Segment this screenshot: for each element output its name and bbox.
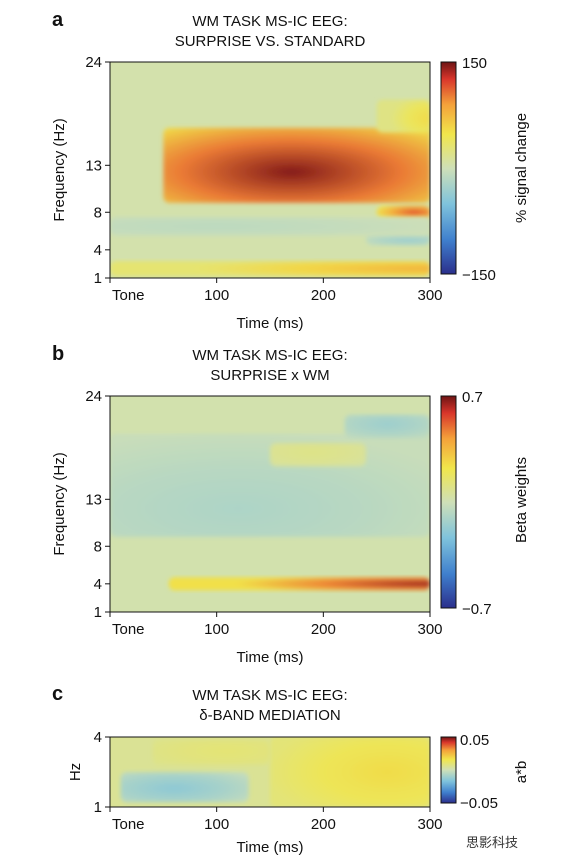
panel-letter-c: c	[52, 683, 63, 705]
panel-letter-a: a	[52, 9, 64, 31]
panel-c-title-line-1: WM TASK MS-IC EEG:	[192, 687, 347, 704]
panel-a-title-line-2: SURPRISE VS. STANDARD	[175, 33, 366, 50]
panel-c-x-ticks: Tone 100 200 300	[109, 807, 443, 833]
panel-b-title-line-2: SURPRISE x WM	[210, 367, 329, 384]
panel-b-colorbar-label: Beta weights	[513, 457, 530, 543]
panel-c: c WM TASK MS-IC EEG: δ-BAND MEDIATION 14…	[52, 683, 530, 856]
panel-a-heatmap-region-1	[163, 127, 430, 203]
panel-a-plot-frame	[109, 61, 431, 279]
panel-b-x-tick-label: 200	[311, 621, 336, 638]
panel-c-plot-frame	[109, 736, 431, 808]
panel-a-heatmap-region-6	[110, 216, 430, 236]
panel-c-heatmap-region-2	[270, 737, 430, 807]
panel-letter-b: b	[52, 343, 64, 365]
panel-a-colorbar-min: −150	[462, 267, 496, 284]
panel-b-y-tick-label: 24	[85, 388, 102, 405]
panel-a-colorbar-max: 150	[462, 55, 487, 72]
panel-a-x-tick-label: 200	[311, 287, 336, 304]
panel-a-x-axis-label: Time (ms)	[237, 315, 304, 332]
panel-a-y-tick-label: 13	[85, 157, 102, 174]
panel-a-heatmap-region-4	[376, 205, 430, 219]
panel-c-x-axis-label: Time (ms)	[237, 839, 304, 856]
panel-c-title-line-2: δ-BAND MEDIATION	[199, 707, 340, 724]
panel-a-heatmap	[110, 62, 430, 278]
panel-b-colorbar-min: −0.7	[462, 601, 492, 618]
panel-a-x-ticks: Tone 100 200 300	[109, 278, 443, 304]
panel-b-x-ticks: Tone 100 200 300	[109, 612, 443, 638]
panel-c-y-tick-label: 4	[94, 729, 102, 746]
panel-c-y-ticks: 14	[94, 729, 110, 816]
panel-b-heatmap-region-3	[344, 414, 430, 439]
panel-b-heatmap-region-1	[168, 577, 430, 591]
panel-a-x-tick-label: Tone	[112, 287, 145, 304]
panel-c-colorbar	[440, 736, 457, 804]
panel-c-x-tick-label: 200	[311, 816, 336, 833]
panel-c-x-tick-label: Tone	[112, 816, 145, 833]
panel-b-heatmap-region-4	[270, 442, 366, 467]
panel-b-title-line-1: WM TASK MS-IC EEG:	[192, 347, 347, 364]
panel-a: a WM TASK MS-IC EEG: SURPRISE VS. STANDA…	[51, 9, 530, 332]
panel-b: b WM TASK MS-IC EEG: SURPRISE x WM 1 4 8 13…	[51, 343, 530, 666]
panel-a-y-tick-label: 4	[94, 242, 102, 259]
panel-a-y-axis-label: Frequency (Hz)	[51, 118, 68, 221]
panel-a-colorbar-label: % signal change	[513, 113, 530, 223]
panel-a-y-ticks: 1 4 8 13 24	[85, 54, 110, 287]
panel-b-x-tick-label: 300	[417, 621, 442, 638]
panel-b-y-tick-label: 4	[94, 576, 102, 593]
panel-a-y-tick-label: 24	[85, 54, 102, 71]
panel-a-heatmap-region-2	[376, 99, 430, 133]
panel-b-y-tick-label: 13	[85, 491, 102, 508]
panel-c-heatmap	[110, 737, 430, 807]
panel-c-heatmap-region-3	[120, 772, 249, 803]
watermark-text: 思影科技	[466, 835, 519, 850]
panel-c-colorbar-min: −0.05	[460, 795, 498, 812]
panel-b-y-ticks: 1 4 8 13 24	[85, 388, 110, 621]
panel-c-x-tick-label: 100	[204, 816, 229, 833]
panel-c-heatmap-region-4	[152, 739, 270, 765]
panel-a-y-tick-label: 8	[94, 204, 102, 221]
panel-c-y-tick-label: 1	[94, 799, 102, 816]
panel-b-x-tick-label: 100	[204, 621, 229, 638]
panel-c-colorbar-label: a*b	[513, 761, 530, 784]
panel-b-y-tick-label: 8	[94, 538, 102, 555]
panel-a-x-tick-label: 100	[204, 287, 229, 304]
panel-b-heatmap	[110, 396, 430, 612]
panel-b-y-axis-label: Frequency (Hz)	[51, 452, 68, 555]
panel-c-x-tick-label: 300	[417, 816, 442, 833]
panel-a-x-tick-label: 300	[417, 287, 442, 304]
panel-b-plot-frame	[109, 395, 431, 613]
panel-c-colorbar-max: 0.05	[460, 732, 489, 749]
panel-b-colorbar-max: 0.7	[462, 389, 483, 406]
panel-b-x-tick-label: Tone	[112, 621, 145, 638]
panel-a-heatmap-region-5	[366, 232, 430, 246]
panel-b-colorbar	[440, 395, 457, 609]
panel-b-x-axis-label: Time (ms)	[237, 649, 304, 666]
panel-a-y-tick-label: 1	[94, 270, 102, 287]
panel-a-heatmap-region-3	[110, 261, 430, 277]
panel-a-colorbar	[440, 61, 457, 275]
panel-b-y-tick-label: 1	[94, 604, 102, 621]
panel-a-title-line-1: WM TASK MS-IC EEG:	[192, 13, 347, 30]
panel-c-y-axis-label: Hz	[67, 763, 84, 781]
